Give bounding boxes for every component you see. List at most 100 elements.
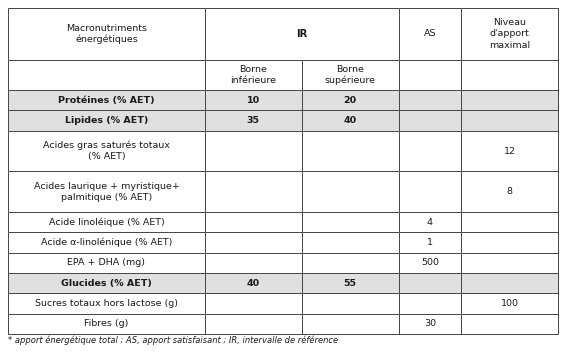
Text: 20: 20 bbox=[344, 95, 357, 105]
Bar bbox=[398, 253, 461, 273]
Bar bbox=[398, 171, 461, 212]
Bar bbox=[205, 131, 302, 171]
Bar bbox=[8, 212, 205, 232]
Text: Macronutriments
énergétiques: Macronutriments énergétiques bbox=[66, 24, 147, 44]
Bar bbox=[398, 293, 461, 314]
Bar bbox=[398, 232, 461, 253]
Text: EPA + DHA (mg): EPA + DHA (mg) bbox=[67, 258, 145, 267]
Bar bbox=[205, 90, 302, 110]
Bar bbox=[302, 314, 398, 334]
Bar bbox=[205, 273, 302, 293]
Bar bbox=[302, 232, 398, 253]
Bar bbox=[205, 232, 302, 253]
Text: AS: AS bbox=[423, 29, 436, 38]
Text: 500: 500 bbox=[421, 258, 439, 267]
Text: IR: IR bbox=[296, 29, 307, 39]
Bar bbox=[205, 8, 398, 60]
Bar bbox=[461, 253, 558, 273]
Bar bbox=[302, 131, 398, 171]
Bar bbox=[8, 314, 205, 334]
Bar bbox=[302, 171, 398, 212]
Bar bbox=[302, 212, 398, 232]
Bar bbox=[398, 293, 461, 314]
Text: 55: 55 bbox=[344, 279, 357, 288]
Bar bbox=[205, 131, 302, 171]
Bar bbox=[398, 131, 461, 171]
Bar bbox=[302, 60, 398, 90]
Bar bbox=[302, 90, 398, 110]
Bar bbox=[461, 314, 558, 334]
Bar bbox=[8, 171, 205, 212]
Bar bbox=[205, 90, 302, 110]
Bar bbox=[8, 131, 205, 171]
Bar bbox=[461, 273, 558, 293]
Bar bbox=[398, 60, 461, 90]
Text: Sucres totaux hors lactose (g): Sucres totaux hors lactose (g) bbox=[35, 299, 178, 308]
Bar bbox=[205, 60, 302, 90]
Bar bbox=[461, 60, 558, 90]
Bar bbox=[461, 110, 558, 131]
Text: 30: 30 bbox=[424, 320, 436, 328]
Bar bbox=[302, 253, 398, 273]
Text: * apport énergétique total ; AS, apport satisfaisant ; IR, intervalle de référen: * apport énergétique total ; AS, apport … bbox=[8, 336, 338, 345]
Text: 40: 40 bbox=[247, 279, 260, 288]
Bar bbox=[205, 212, 302, 232]
Bar bbox=[205, 212, 302, 232]
Bar bbox=[398, 212, 461, 232]
Bar bbox=[8, 60, 205, 90]
Bar bbox=[8, 314, 205, 334]
Bar bbox=[205, 293, 302, 314]
Bar bbox=[398, 8, 461, 60]
Bar bbox=[302, 314, 398, 334]
Bar bbox=[461, 232, 558, 253]
Bar bbox=[398, 273, 461, 293]
Text: Borne
inférieure: Borne inférieure bbox=[230, 65, 276, 85]
Bar bbox=[205, 232, 302, 253]
Bar bbox=[302, 273, 398, 293]
Bar bbox=[461, 171, 558, 212]
Text: 10: 10 bbox=[247, 95, 260, 105]
Bar bbox=[205, 60, 302, 90]
Bar bbox=[205, 8, 398, 60]
Bar bbox=[398, 90, 461, 110]
Bar bbox=[8, 171, 205, 212]
Text: 1: 1 bbox=[427, 238, 433, 247]
Bar bbox=[8, 253, 205, 273]
Bar bbox=[398, 131, 461, 171]
Bar bbox=[302, 110, 398, 131]
Text: 8: 8 bbox=[507, 187, 513, 196]
Bar bbox=[302, 232, 398, 253]
Bar bbox=[398, 314, 461, 334]
Bar bbox=[461, 293, 558, 314]
Bar bbox=[302, 131, 398, 171]
Text: 12: 12 bbox=[504, 147, 516, 155]
Bar bbox=[461, 8, 558, 60]
Bar bbox=[398, 60, 461, 90]
Text: Protéines (% AET): Protéines (% AET) bbox=[58, 95, 155, 105]
Bar bbox=[8, 293, 205, 314]
Bar bbox=[302, 171, 398, 212]
Text: Glucides (% AET): Glucides (% AET) bbox=[61, 279, 152, 288]
Bar bbox=[398, 110, 461, 131]
Bar bbox=[398, 253, 461, 273]
Bar bbox=[8, 90, 205, 110]
Bar bbox=[8, 293, 205, 314]
Bar bbox=[398, 273, 461, 293]
Bar bbox=[461, 131, 558, 171]
Bar bbox=[398, 212, 461, 232]
Bar bbox=[461, 212, 558, 232]
Bar bbox=[205, 293, 302, 314]
Bar bbox=[302, 273, 398, 293]
Bar bbox=[302, 60, 398, 90]
Bar bbox=[8, 8, 205, 60]
Bar bbox=[8, 110, 205, 131]
Text: 100: 100 bbox=[500, 299, 518, 308]
Bar bbox=[461, 253, 558, 273]
Bar bbox=[461, 314, 558, 334]
Text: Borne
supérieure: Borne supérieure bbox=[325, 65, 376, 85]
Bar bbox=[8, 253, 205, 273]
Bar bbox=[302, 253, 398, 273]
Bar bbox=[8, 60, 205, 90]
Bar bbox=[205, 171, 302, 212]
Bar bbox=[398, 171, 461, 212]
